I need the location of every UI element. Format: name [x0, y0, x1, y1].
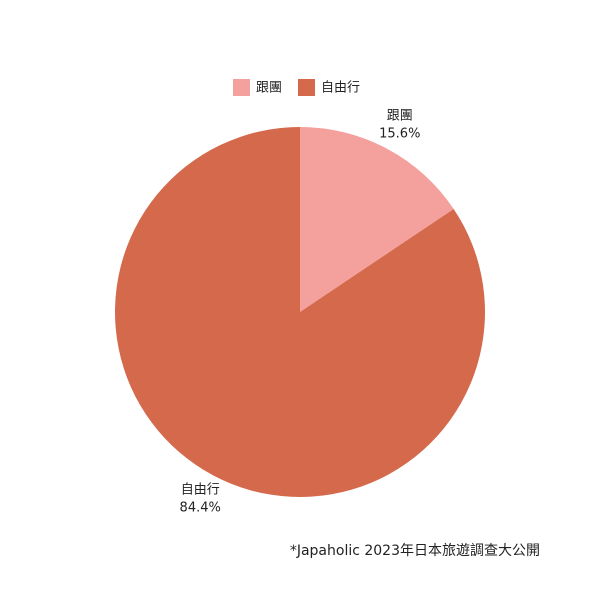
- slice-value-label: 15.6%: [379, 126, 420, 141]
- slice-value-label: 84.4%: [180, 501, 221, 516]
- slice-label: 跟團: [387, 108, 413, 123]
- legend-label: 自由行: [321, 81, 360, 96]
- slice-label: 自由行: [181, 483, 220, 498]
- pie-slice: [115, 127, 485, 497]
- footnote: *Japaholic 2023年日本旅遊調查大公開: [290, 543, 540, 559]
- pie-slice: [300, 127, 454, 312]
- legend-label: 跟團: [256, 81, 282, 96]
- legend-swatch: [298, 79, 315, 96]
- legend-swatch: [233, 79, 250, 96]
